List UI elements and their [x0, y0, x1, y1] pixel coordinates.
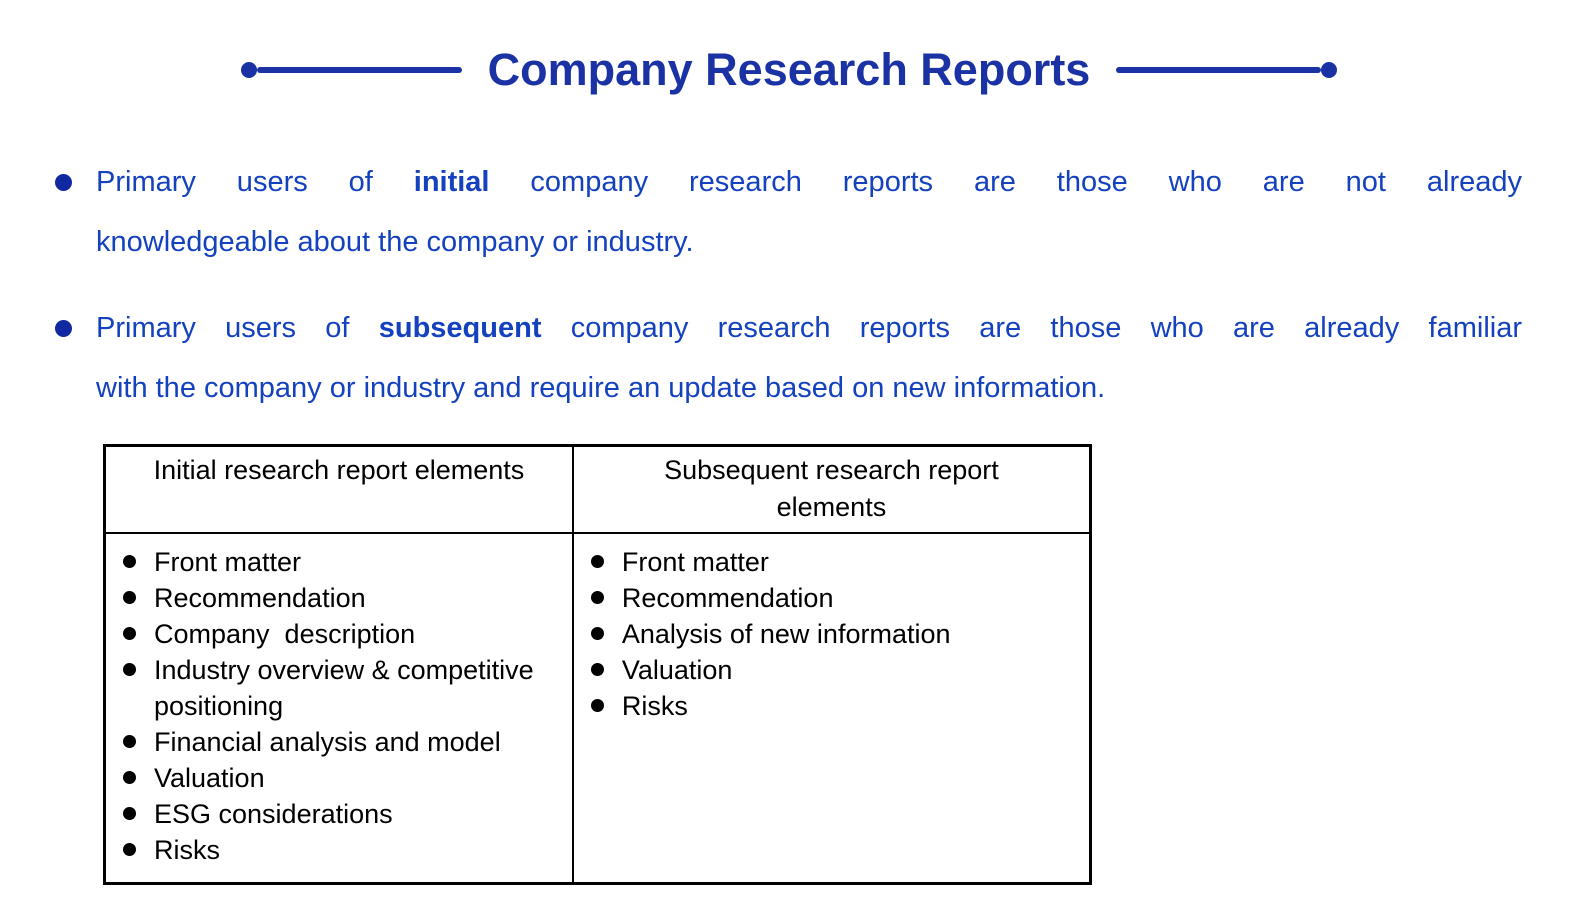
list-item: Front matter [120, 544, 552, 580]
list-item: Risks [120, 832, 552, 868]
table-header-row: Initial research report elements Subsequ… [103, 444, 1092, 534]
list-item: Financial analysis and model [120, 724, 552, 760]
list-item-label: Valuation [621, 655, 733, 685]
bullet-text-line: with the company or industry and require… [96, 372, 1106, 404]
column-header-initial-label: Initial research report elements [153, 455, 525, 485]
bullet-dot-icon [123, 771, 136, 784]
bullet-dot-icon [123, 663, 136, 676]
bullet-dot-icon [123, 735, 136, 748]
list-item-label: Financial analysis and model [154, 727, 501, 757]
column-header-subsequent-label: Subsequent research report elements [664, 455, 999, 522]
list-item-label: ESG considerations [154, 799, 393, 829]
list-item-label: Risks [621, 691, 688, 721]
list-item-label: Analysis of new information [621, 619, 951, 649]
column-header-subsequent: Subsequent research report elements [571, 444, 1092, 534]
bullet-text-line: Primary users of subsequent company rese… [96, 312, 1522, 344]
bullet-list: Primary users of initial company researc… [55, 152, 1522, 418]
bullet-dot-icon [590, 627, 604, 640]
list-item: Front matter [588, 544, 1069, 580]
list-item: Recommendation [588, 580, 1069, 616]
initial-elements-list: Front matter Recommendation Company descri… [120, 544, 552, 868]
bullet-item: Primary users of subsequent company rese… [55, 298, 1522, 418]
title-left-line [256, 67, 462, 73]
list-item-label: Industry overview & competitive position… [154, 655, 542, 721]
list-item-label: Valuation [154, 763, 265, 793]
bullet-dot-icon [590, 699, 604, 712]
initial-elements-cell: Front matter Recommendation Company descri… [103, 532, 574, 885]
bullet-dot-icon [123, 807, 136, 820]
list-item-label: Risks [154, 835, 220, 865]
bullet-text: Primary users of initial company researc… [96, 152, 1522, 272]
list-item: ESG considerations [120, 796, 552, 832]
table-body-row: Front matter Recommendation Company descri… [103, 532, 1092, 885]
list-item-label: Front matter [621, 547, 769, 577]
column-header-initial: Initial research report elements [103, 444, 574, 534]
bullet-item: Primary users of initial company researc… [55, 152, 1522, 272]
list-item: Analysis of new information [588, 616, 1069, 652]
list-item: Risks [588, 688, 1069, 724]
bullet-dot-icon [123, 843, 136, 856]
bullet-dot-icon [123, 627, 136, 640]
list-item: Valuation [588, 652, 1069, 688]
bullet-dot-icon [123, 591, 136, 604]
bullet-dot-icon [590, 555, 604, 568]
list-item: Valuation [120, 760, 552, 796]
list-item-label: Recommendation [621, 583, 834, 613]
bullet-dot-icon [123, 555, 136, 568]
list-item: Company description [120, 616, 552, 652]
list-item: Industry overview & competitive position… [120, 652, 552, 724]
title-right-line [1116, 67, 1322, 73]
title-left-dot-icon [240, 62, 257, 78]
bullet-text-line: knowledgeable about the company or indus… [96, 226, 694, 258]
bullet-dot-icon [55, 174, 72, 191]
subsequent-elements-list: Front matter Recommendation Analysis of ne… [588, 544, 1069, 724]
bullet-text: Primary users of subsequent company rese… [96, 298, 1522, 418]
list-item-label: Recommendation [154, 583, 366, 613]
report-elements-table: Initial research report elements Subsequ… [103, 444, 1092, 885]
page-header: Company Research Reports [0, 0, 1578, 96]
bullet-dot-icon [590, 591, 604, 604]
bullet-text-line: Primary users of initial company researc… [96, 166, 1522, 198]
list-item: Recommendation [120, 580, 552, 616]
subsequent-elements-cell: Front matter Recommendation Analysis of ne… [571, 532, 1092, 885]
bullet-dot-icon [590, 663, 604, 676]
list-item-label: Company description [154, 619, 416, 649]
page-title: Company Research Reports [487, 44, 1091, 95]
list-item-label: Front matter [154, 547, 302, 577]
title-right-dot-icon [1321, 62, 1338, 78]
bullet-dot-icon [55, 320, 72, 337]
